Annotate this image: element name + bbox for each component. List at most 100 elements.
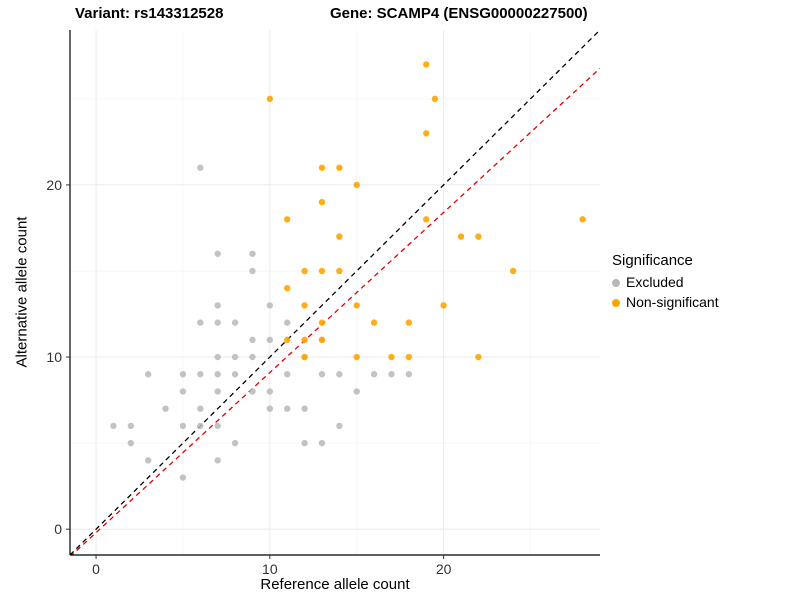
y-axis-label: Alternative allele count	[13, 216, 31, 368]
y-tick-label: 0	[54, 521, 62, 537]
data-point-excluded	[179, 422, 187, 430]
data-point-excluded	[214, 319, 221, 326]
data-point-excluded	[127, 439, 135, 447]
plot-title-variant: Variant: rs143312528	[75, 5, 224, 22]
data-point-non-significant	[301, 267, 308, 275]
data-point-excluded	[284, 319, 291, 326]
data-point-non-significant	[353, 302, 360, 309]
y-tick-label: 20	[46, 177, 62, 193]
legend-swatch-nonsignificant	[612, 298, 620, 307]
data-point-non-significant	[284, 336, 291, 344]
data-point-excluded	[231, 319, 239, 326]
data-point-non-significant	[509, 267, 517, 275]
data-point-excluded	[214, 302, 221, 309]
data-point-excluded	[110, 422, 117, 430]
data-point-non-significant	[284, 284, 291, 292]
data-point-excluded	[162, 405, 169, 412]
data-point-excluded	[214, 371, 221, 378]
legend-entry-excluded: Excluded	[612, 274, 719, 291]
data-point-non-significant	[353, 353, 360, 361]
data-point-excluded	[197, 422, 204, 430]
legend-entry-nonsignificant: Non-significant	[612, 294, 719, 311]
data-point-excluded	[370, 371, 378, 378]
legend-title: Significance	[612, 252, 693, 269]
data-point-non-significant	[336, 267, 343, 275]
data-point-non-significant	[318, 267, 326, 275]
data-point-excluded	[336, 371, 343, 378]
data-point-non-significant	[423, 216, 430, 223]
x-tick-label: 0	[92, 561, 100, 577]
data-point-excluded	[353, 388, 360, 395]
data-point-non-significant	[405, 353, 413, 361]
data-point-non-significant	[475, 233, 482, 240]
data-point-excluded	[214, 422, 221, 430]
x-tick-label: 20	[436, 561, 452, 577]
data-point-non-significant	[318, 164, 326, 171]
data-point-excluded	[231, 371, 239, 378]
data-point-non-significant	[475, 353, 482, 361]
data-point-non-significant	[336, 233, 343, 240]
data-point-excluded	[301, 405, 308, 412]
data-point-non-significant	[370, 319, 378, 326]
data-point-non-significant	[423, 130, 430, 137]
x-tick-label: 10	[262, 561, 278, 577]
data-point-excluded	[197, 371, 204, 378]
data-point-non-significant	[301, 353, 308, 361]
data-point-non-significant	[318, 336, 326, 344]
legend-swatch-excluded	[612, 278, 620, 287]
data-point-excluded	[179, 474, 187, 481]
legend-label-nonsignificant: Non-significant	[626, 294, 719, 310]
data-point-excluded	[249, 267, 256, 275]
data-point-excluded	[249, 388, 256, 395]
data-point-excluded	[144, 371, 152, 378]
data-point-excluded	[179, 371, 187, 378]
data-point-excluded	[231, 353, 239, 361]
data-point-excluded	[405, 371, 413, 378]
data-point-excluded	[214, 353, 221, 361]
data-point-non-significant	[457, 233, 465, 240]
data-point-excluded	[266, 336, 274, 344]
data-point-excluded	[318, 371, 326, 378]
data-point-excluded	[336, 422, 343, 430]
data-point-non-significant	[353, 181, 360, 189]
data-point-excluded	[197, 405, 204, 412]
data-point-excluded	[284, 371, 291, 378]
data-point-excluded	[318, 439, 326, 447]
data-point-excluded	[249, 250, 256, 257]
data-point-excluded	[249, 353, 256, 361]
data-point-non-significant	[336, 164, 343, 171]
data-point-excluded	[231, 439, 239, 447]
data-point-non-significant	[388, 353, 395, 361]
data-point-excluded	[127, 422, 135, 430]
legend-label-excluded: Excluded	[626, 274, 684, 290]
data-point-non-significant	[284, 216, 291, 223]
data-point-excluded	[214, 388, 221, 395]
data-point-excluded	[266, 388, 274, 395]
data-point-excluded	[197, 319, 204, 326]
data-point-non-significant	[405, 319, 413, 326]
data-point-excluded	[179, 388, 187, 395]
data-point-excluded	[144, 457, 152, 464]
x-axis-label: Reference allele count	[260, 576, 410, 593]
regression-line	[70, 67, 600, 555]
data-point-non-significant	[301, 336, 308, 344]
data-point-excluded	[266, 302, 274, 309]
legend: Significance Excluded Non-significant	[612, 252, 719, 314]
data-point-non-significant	[423, 61, 430, 68]
data-point-excluded	[214, 250, 221, 257]
data-point-non-significant	[440, 302, 447, 309]
data-point-non-significant	[579, 216, 586, 223]
data-point-excluded	[388, 371, 395, 378]
data-point-excluded	[249, 336, 256, 344]
data-point-excluded	[214, 457, 221, 464]
data-point-excluded	[266, 405, 274, 412]
identity-line	[70, 30, 600, 555]
data-point-excluded	[197, 164, 204, 171]
plot-title-gene: Gene: SCAMP4 (ENSG00000227500)	[330, 5, 588, 22]
data-point-non-significant	[266, 95, 274, 103]
data-point-excluded	[301, 439, 308, 447]
data-point-non-significant	[318, 319, 326, 326]
y-tick-label: 10	[46, 349, 62, 365]
